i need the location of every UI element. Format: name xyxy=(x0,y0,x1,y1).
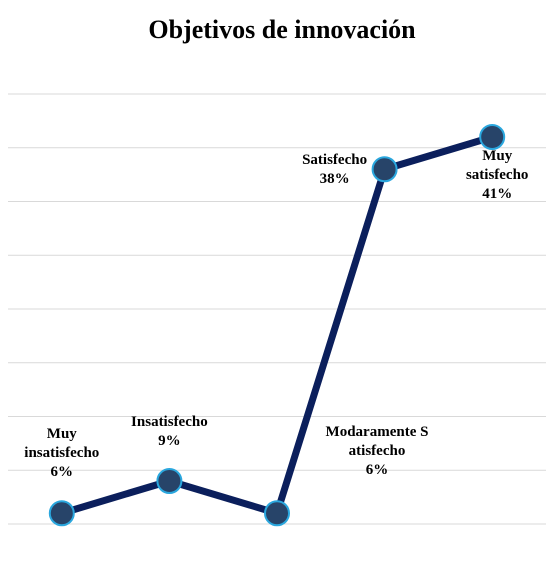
data-point xyxy=(156,468,183,494)
value-label: 6% xyxy=(365,462,389,479)
category-label: Muy satisfecho xyxy=(465,148,529,183)
data-point xyxy=(371,156,398,183)
chart-title: Objetivos de innovación xyxy=(148,15,416,44)
data-point xyxy=(264,500,290,527)
value-label: 41% xyxy=(482,186,513,202)
category-label: Insatisfecho xyxy=(131,414,208,430)
value-label: 9% xyxy=(158,433,181,449)
category-label: Modaramente Satisfecho xyxy=(325,424,429,460)
category-label: Muy insatisfecho xyxy=(24,426,100,462)
data-label: Insatisfecho 9% xyxy=(119,413,219,451)
data-label: Satisfecho 38% xyxy=(285,151,385,189)
data-label: Muy insatisfecho 6% xyxy=(17,425,107,482)
data-label: Muy satisfecho 41% xyxy=(452,147,542,204)
data-label: Modaramente Satisfecho 6% xyxy=(322,423,432,480)
category-label: Satisfecho xyxy=(302,152,368,169)
data-point xyxy=(479,124,506,150)
value-label: 6% xyxy=(50,464,74,481)
value-label: 38% xyxy=(319,171,350,188)
data-point xyxy=(48,500,75,527)
